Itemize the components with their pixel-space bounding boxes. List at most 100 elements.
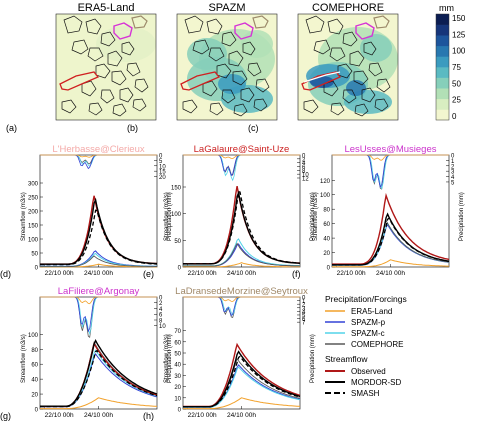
- catchment-outline: [342, 89, 357, 104]
- legend-label: SPAZM-c: [351, 329, 385, 338]
- y-tick-label: 80: [31, 348, 38, 354]
- legend-label: MORDOR-SD: [351, 378, 401, 387]
- catchment-outline: [71, 39, 89, 55]
- streamflow-line-era5: [183, 397, 301, 410]
- y2-axis-label: Precipitation (mm): [310, 334, 316, 383]
- map-title: SPAZM: [208, 2, 245, 14]
- map-frame: [176, 13, 278, 121]
- legend-title-forcings: Precipitation/Forcings: [325, 294, 407, 304]
- catchment-outline: [100, 31, 116, 47]
- catchment-outline: [121, 41, 135, 56]
- hydrograph-4: LaFiliere@Argonay(g)020406080100Streamfl…: [0, 286, 173, 421]
- catchment-outline-magenta: [234, 22, 254, 40]
- catchment-outline: [363, 41, 377, 56]
- map-comephore: [297, 13, 399, 121]
- colorbar-unit: mm: [439, 3, 454, 13]
- streamflow-line-come: [40, 255, 157, 268]
- catchment-outline: [313, 39, 331, 55]
- colorbar-swatch: [436, 88, 449, 100]
- y-tick-label: 20: [174, 385, 181, 391]
- y2-axis-label: Precipitation (mm): [310, 192, 316, 241]
- y-tick-label: 20: [31, 393, 38, 399]
- y2-tick-label: 0: [302, 154, 306, 160]
- catchment-outline-brown: [252, 15, 269, 29]
- colorbar-tick-label: 100: [452, 47, 466, 56]
- x-tick-label: 24/10 00h: [227, 412, 256, 419]
- catchment-outline-brown: [131, 15, 148, 29]
- x-tick-label: 24/10 00h: [376, 270, 405, 277]
- panel-letter: (a): [6, 123, 17, 133]
- precip-blob: [346, 80, 366, 96]
- y2-tick-label: 5: [451, 180, 455, 186]
- catchment-outline: [361, 87, 376, 103]
- catchment-outline: [374, 98, 389, 112]
- catchment-outline-red: [59, 71, 100, 91]
- catchment-outline-white: [303, 71, 341, 83]
- catchment-outline: [368, 62, 383, 77]
- y2-axis-label: Precipitation (mm): [167, 192, 173, 241]
- y-tick-label: 20: [323, 251, 330, 257]
- catchment-outline: [353, 70, 369, 86]
- catchment-outline: [192, 39, 210, 55]
- catchment-outline: [100, 89, 115, 104]
- x-tick-label: 22/10 00h: [188, 412, 217, 419]
- colorbar-tick-label: 0: [452, 112, 457, 121]
- y-tick-label: 100: [320, 193, 331, 199]
- y-tick-label: 70: [174, 329, 181, 335]
- hydrograph-3: LesUsses@Musieges(f)020406080100120Strea…: [292, 144, 465, 279]
- precip-line-era5: [183, 296, 300, 302]
- catchment-outline: [206, 18, 223, 35]
- catchment-outline: [255, 78, 270, 93]
- panel-letter: (f): [292, 269, 301, 279]
- y2-tick-label: 10: [159, 164, 166, 170]
- catchment-outline: [126, 62, 141, 77]
- hydrograph-panels: L'Herbasse@Clerieux(d)050100150200250300…: [0, 144, 465, 421]
- y2-tick-label: 1: [302, 299, 306, 305]
- precip-blob: [310, 76, 334, 88]
- catchment-outline: [184, 15, 204, 34]
- y2-axis-label: Precipitation (mm): [459, 192, 465, 241]
- y-axis-label: Streamflow (m3/s): [313, 192, 319, 241]
- streamflow-line-smash: [183, 355, 301, 408]
- y-tick-label: 80: [323, 208, 330, 214]
- colorbar-swatch: [436, 45, 449, 57]
- precip-line-era5: [40, 296, 157, 305]
- precip-blob: [218, 74, 246, 94]
- precip-blob: [360, 34, 392, 62]
- map-frame: [55, 13, 157, 121]
- y2-tick-label: 6: [302, 165, 306, 171]
- catchment-outline: [119, 87, 134, 103]
- colorbar-swatch: [436, 14, 449, 25]
- y2-tick-label: 2: [159, 301, 163, 307]
- precip-blob: [241, 30, 273, 58]
- y-tick-label: 100: [171, 212, 182, 218]
- y2-tick-label: 2: [302, 157, 306, 163]
- chart-title: L'Herbasse@Clerieux: [52, 144, 144, 155]
- colorbar-tick-label: 50: [452, 79, 461, 88]
- catchment-outline-magenta: [113, 22, 133, 40]
- y-tick-label: 50: [31, 252, 38, 258]
- streamflow-line-smash: [40, 209, 158, 266]
- catchment-outline: [342, 31, 358, 47]
- y-tick-label: 120: [320, 179, 331, 185]
- plot-frame: [39, 296, 158, 410]
- colorbar-swatch: [436, 56, 449, 68]
- chart-title: LaDransedeMorzine@Seytroux: [175, 286, 308, 297]
- catchment-outline: [327, 18, 344, 35]
- y-tick-label: 150: [171, 186, 182, 192]
- colorbar-tick-label: 125: [452, 30, 466, 39]
- legend-label: SPAZM-p: [351, 318, 386, 327]
- catchment-outline: [134, 78, 149, 93]
- catchment-outline: [354, 103, 369, 117]
- plot-frame: [182, 296, 301, 410]
- y-tick-label: 100: [28, 238, 39, 244]
- y2-tick-label: 0: [302, 296, 306, 302]
- y2-tick-label: 6: [302, 317, 306, 323]
- y2-tick-label: 8: [159, 318, 163, 324]
- maps-panel-row: ERA5-Land (a) SPAZM (b) COMEPHORE (c): [6, 2, 399, 133]
- hydrograph-1: L'Herbasse@Clerieux(d)050100150200250300…: [0, 144, 173, 279]
- panel-letter: (c): [248, 123, 259, 133]
- catchment-outline: [208, 47, 225, 62]
- map-title: COMEPHORE: [312, 2, 384, 14]
